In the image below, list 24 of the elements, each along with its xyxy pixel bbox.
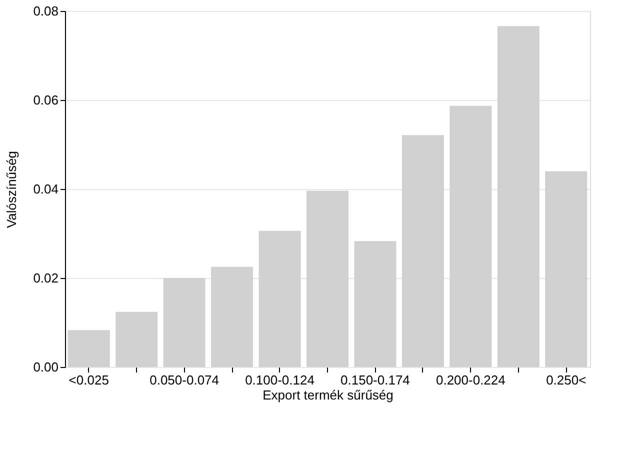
- x-tick-label: 0.200-0.224: [436, 372, 506, 388]
- y-tick-label: 0.00: [33, 360, 58, 374]
- bar: [116, 312, 158, 367]
- bar: [497, 26, 540, 367]
- y-axis-title: Valószínűség: [4, 150, 20, 228]
- bar: [258, 230, 301, 367]
- x-tick-label: 0.050-0.074: [150, 372, 220, 388]
- bar: [68, 330, 110, 367]
- bar: [402, 135, 444, 367]
- y-tick-label: 0.02: [33, 270, 58, 286]
- x-tick-label: <0.025: [68, 372, 109, 388]
- y-tick-label: 0.08: [33, 4, 58, 18]
- bar: [211, 266, 254, 367]
- x-tick-label: 0.100-0.124: [245, 372, 314, 388]
- x-tick-label: 0.250<: [546, 372, 586, 388]
- x-tick-label: 0.150-0.174: [340, 372, 410, 388]
- bar: [545, 171, 588, 367]
- y-tick-label: 0.04: [33, 182, 58, 196]
- bar: [163, 278, 206, 367]
- x-axis-title: Export termék sűrűség: [262, 388, 394, 402]
- bar: [354, 241, 396, 367]
- y-tick-label: 0.06: [33, 92, 58, 108]
- bar: [306, 190, 348, 367]
- bar: [450, 106, 492, 367]
